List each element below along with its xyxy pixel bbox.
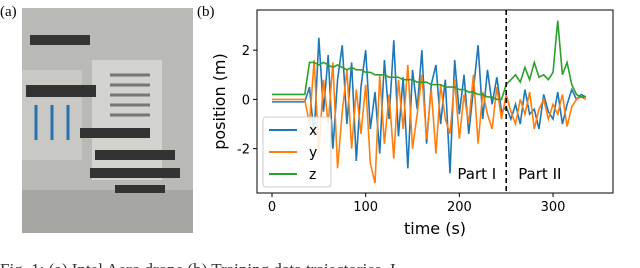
annotation: Part II [518,165,561,183]
y-tick-label: -2 [237,143,250,158]
photo [22,8,193,233]
legend-label: x [309,123,317,139]
x-axis-label: time (s) [404,219,466,238]
plot-frame [256,9,614,194]
panel-label: (a) [0,4,17,20]
x-tick-label: 0 [268,200,276,215]
caption: Fig. 1: (a) Intel Aero drone (b) Trainin… [0,260,396,268]
panel-label: (b) [197,4,215,20]
legend-label: z [309,167,316,183]
series-line [271,20,586,101]
x-tick-label: 200 [447,200,472,215]
chart: 0 100 200 300 -2 0 2 time (s) position (m) Part I… [210,9,614,238]
series-line [271,59,587,184]
y-axis-label: position (m) [210,53,229,150]
y-tick-label: 2 [242,44,250,59]
legend-label: y [309,145,317,161]
y-tick-label: 0 [242,93,250,108]
annotation: Part I [457,165,496,183]
x-tick-label: 100 [353,200,378,215]
x-tick-label: 300 [541,200,566,215]
